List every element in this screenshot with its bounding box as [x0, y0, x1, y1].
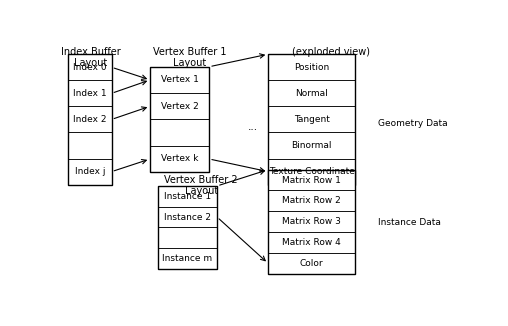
- Bar: [150, 119, 209, 146]
- Text: Matrix Row 2: Matrix Row 2: [282, 196, 341, 205]
- Bar: [158, 207, 217, 228]
- Text: Position: Position: [294, 63, 329, 72]
- Bar: [268, 159, 355, 185]
- Text: Vertex Buffer 2
Layout: Vertex Buffer 2 Layout: [165, 175, 238, 196]
- Text: Texture Coordinate: Texture Coordinate: [269, 167, 355, 176]
- Text: Vertex 1: Vertex 1: [161, 75, 199, 84]
- Text: Vertex 2: Vertex 2: [161, 102, 199, 111]
- Bar: [68, 54, 112, 80]
- Text: Tangent: Tangent: [294, 115, 330, 124]
- Bar: [68, 159, 112, 185]
- Text: Instance Data: Instance Data: [378, 218, 441, 227]
- Bar: [158, 186, 217, 207]
- Bar: [268, 232, 355, 253]
- Text: Vertex Buffer 1
Layout: Vertex Buffer 1 Layout: [153, 47, 226, 68]
- Bar: [68, 106, 112, 132]
- Bar: [268, 54, 355, 80]
- Bar: [158, 228, 217, 248]
- Bar: [68, 54, 112, 185]
- Bar: [150, 93, 209, 119]
- Bar: [268, 170, 355, 190]
- Text: Matrix Row 1: Matrix Row 1: [282, 176, 341, 185]
- Text: Index 0: Index 0: [73, 63, 107, 72]
- Bar: [158, 186, 217, 269]
- Bar: [268, 80, 355, 106]
- Text: Geometry Data: Geometry Data: [378, 119, 448, 128]
- Text: Instance 1: Instance 1: [164, 192, 211, 201]
- Bar: [68, 80, 112, 106]
- Text: ...: ...: [247, 122, 258, 132]
- Text: Matrix Row 3: Matrix Row 3: [282, 217, 341, 226]
- Bar: [158, 248, 217, 269]
- Text: Vertex k: Vertex k: [161, 155, 198, 163]
- Bar: [68, 132, 112, 159]
- Bar: [268, 253, 355, 274]
- Text: Instance 2: Instance 2: [164, 213, 211, 222]
- Bar: [150, 67, 209, 172]
- Bar: [150, 146, 209, 172]
- Bar: [150, 67, 209, 93]
- Text: (exploded view): (exploded view): [292, 47, 370, 57]
- Text: Normal: Normal: [295, 89, 328, 98]
- Bar: [268, 54, 355, 185]
- Text: Matrix Row 4: Matrix Row 4: [282, 238, 341, 247]
- Bar: [268, 106, 355, 132]
- Text: Color: Color: [300, 259, 324, 268]
- Text: Index 2: Index 2: [73, 115, 107, 124]
- Text: Instance m: Instance m: [163, 254, 212, 263]
- Text: Index Buffer
Layout: Index Buffer Layout: [61, 47, 121, 68]
- Bar: [268, 190, 355, 211]
- Text: Binormal: Binormal: [291, 141, 332, 150]
- Text: Index 1: Index 1: [73, 89, 107, 98]
- Bar: [268, 132, 355, 159]
- Bar: [268, 211, 355, 232]
- Text: Index j: Index j: [75, 167, 105, 176]
- Bar: [268, 170, 355, 274]
